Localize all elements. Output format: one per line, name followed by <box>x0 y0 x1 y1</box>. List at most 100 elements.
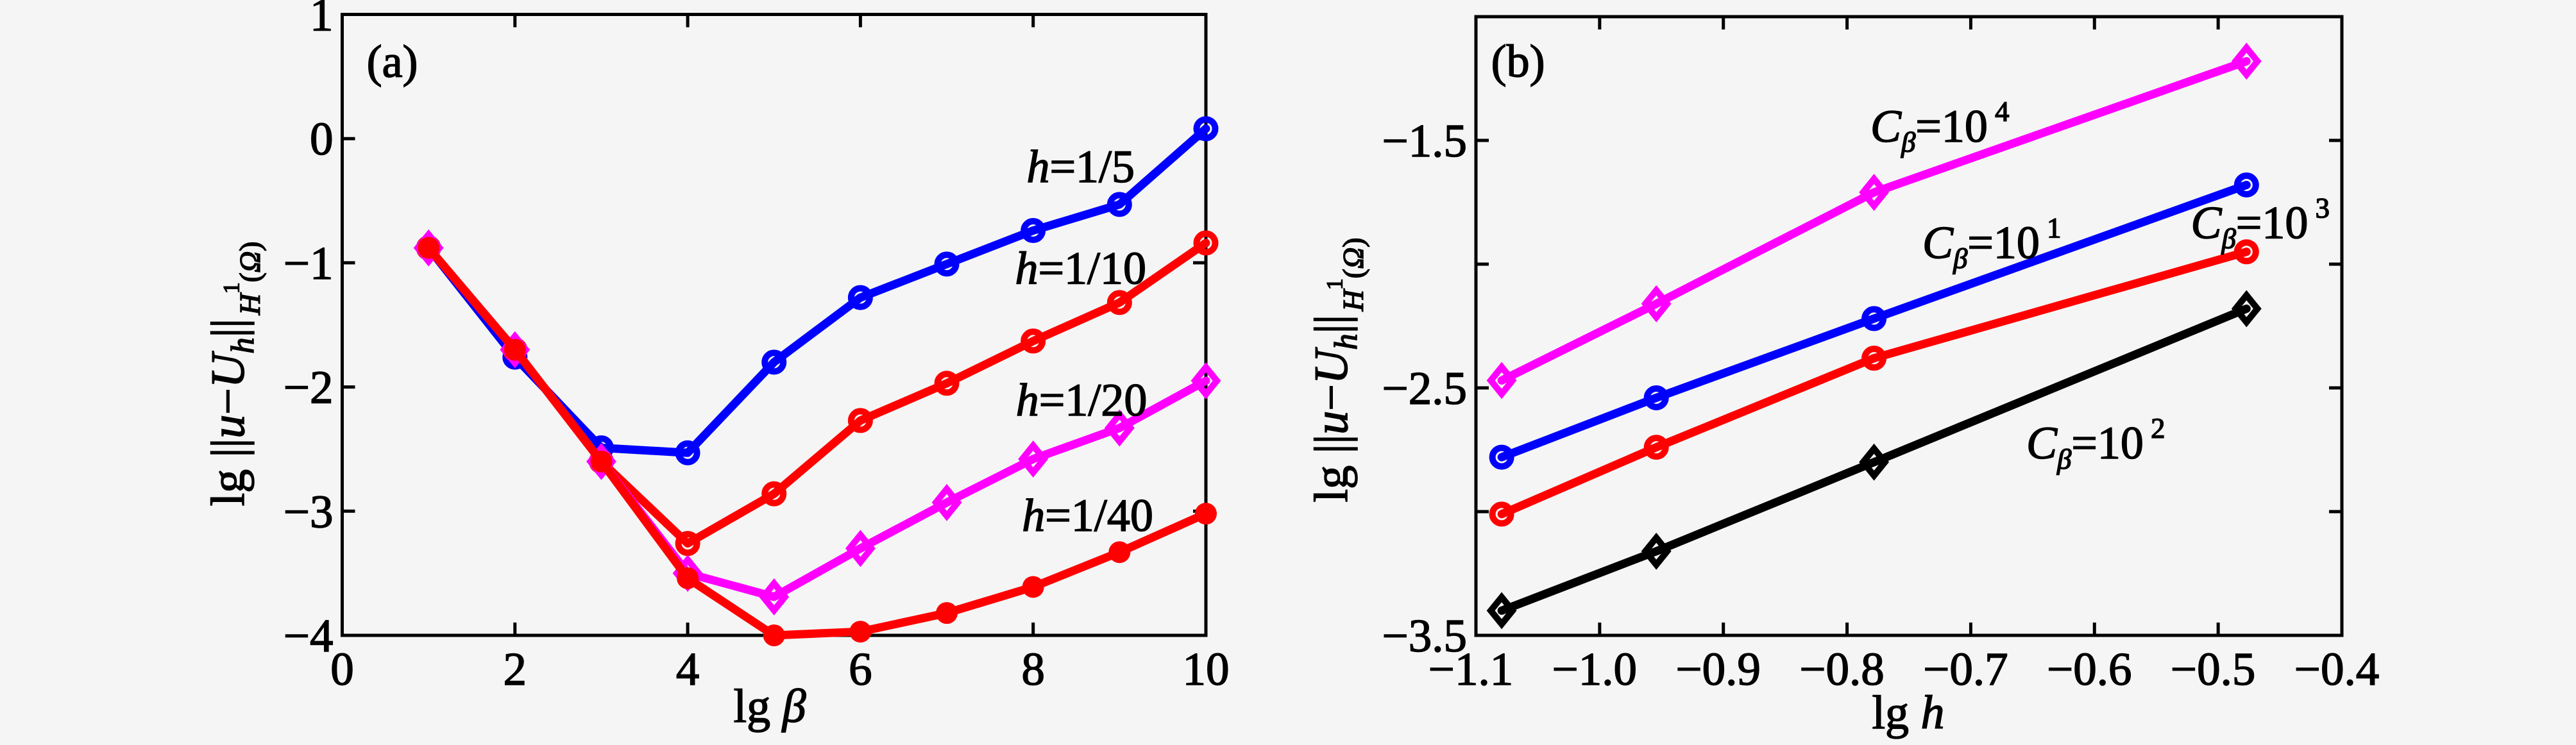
marker-diamond <box>1859 174 1890 212</box>
marker-circle <box>1643 435 1669 460</box>
y-tick-label: −4 <box>284 610 334 662</box>
marker-circle <box>761 349 787 375</box>
series-line <box>424 244 1210 640</box>
marker-circle <box>1489 444 1514 470</box>
marker-diamond <box>1104 409 1135 447</box>
x-tick-label: 10 <box>1183 643 1230 695</box>
marker-circle <box>847 408 873 433</box>
marker-diamond <box>1191 362 1221 399</box>
series-line <box>1497 56 2251 385</box>
x-tick-label: −0.7 <box>1923 643 2008 695</box>
marker-circle <box>1193 116 1219 142</box>
marker-filled-circle <box>1108 541 1131 564</box>
x-tick-label: −1.1 <box>1428 643 1513 695</box>
y-tick-label: 1 <box>310 0 334 41</box>
marker-circle <box>1643 385 1669 410</box>
marker-diamond <box>1018 440 1049 478</box>
marker-diamond <box>1486 362 1517 399</box>
y-tick-label: 0 <box>310 113 334 165</box>
marker-filled-circle <box>1195 503 1217 525</box>
x-tick-labels: 0 2 4 6 8 10 <box>330 642 1230 696</box>
series-h=1/40 <box>418 237 1217 646</box>
marker-circle <box>761 481 787 506</box>
series-label-C_β=10^4: Cβ=10 4 <box>1870 95 2009 158</box>
x-tick-label: 4 <box>676 643 700 695</box>
marker-circle <box>847 285 873 310</box>
x-tick-label: −0.4 <box>2294 643 2379 695</box>
marker-circle <box>2233 239 2259 265</box>
series-C_β=10^4 <box>1486 42 2262 399</box>
panel-label-a: (a) <box>367 36 418 87</box>
marker-circle <box>675 440 700 465</box>
series-label-C_β=10^1: Cβ=10 1 <box>1922 212 2061 274</box>
marker-diamond <box>1641 532 1672 570</box>
marker-diamond <box>2231 42 2262 80</box>
marker-circle <box>934 371 960 396</box>
x-tick-label: 2 <box>504 643 527 695</box>
marker-circle <box>1106 192 1132 217</box>
y-axis-label: lg ||u−Uh|| H1(Ω) <box>1305 238 1369 503</box>
x-tick-label: −0.6 <box>2047 643 2131 695</box>
x-tick-label: −0.5 <box>2171 643 2255 695</box>
marker-diamond <box>759 578 790 615</box>
series-line <box>1497 180 2251 462</box>
marker-filled-circle <box>1022 576 1044 598</box>
series-label-h=1/40: h=1/40 <box>1022 490 1153 541</box>
y-tick-label: −3 <box>284 485 334 537</box>
marker-diamond <box>1486 592 1517 630</box>
marker-diamond <box>2231 290 2262 328</box>
marker-circle <box>1861 306 1887 331</box>
marker-diamond <box>931 483 962 521</box>
y-tick-labels: −1.5 −2.5 −3.5 <box>1382 114 1468 662</box>
x-tick-label: −0.9 <box>1676 643 1761 695</box>
marker-diamond <box>1641 285 1672 322</box>
series-label-h=1/10: h=1/10 <box>1015 243 1146 294</box>
marker-filled-circle <box>936 602 958 624</box>
x-tick-label: −1.0 <box>1552 643 1637 695</box>
marker-circle <box>1861 346 1887 371</box>
marker-circle <box>1021 328 1046 354</box>
marker-circle <box>2233 172 2259 197</box>
y-tick-label: −3.5 <box>1382 610 1467 662</box>
marker-circle <box>1489 501 1514 527</box>
x-tick-label: 0 <box>330 643 354 695</box>
series-label-C_β=10^3: Cβ=10 3 <box>2191 192 2330 255</box>
series-C_β=10^1 <box>1489 172 2259 470</box>
x-tick-label: 6 <box>849 643 872 695</box>
y-tick-label: −1.5 <box>1382 115 1467 167</box>
series-label-h=1/20: h=1/20 <box>1016 374 1148 426</box>
marker-circle <box>1193 230 1219 256</box>
panel-b: −1.1 −1.0 −0.9 −0.8 −0.7 −0.6 −0.5 −0.4 −1.5 −2.5… <box>1305 15 2380 740</box>
marker-circle <box>1106 290 1132 315</box>
axes-frame <box>1474 15 2344 637</box>
series-C_β=10^2 <box>1486 290 2262 630</box>
marker-diamond <box>845 530 876 567</box>
marker-filled-circle <box>763 624 785 646</box>
series-line <box>1497 304 2251 615</box>
x-tick-label: −0.8 <box>1799 643 1884 695</box>
y-tick-labels: 1 0 −1 −2 −3 −4 <box>283 0 334 662</box>
marker-diamond <box>1859 443 1890 481</box>
tick-marks <box>1476 17 2342 635</box>
x-axis-label: lg β <box>734 680 806 733</box>
series-label-h=1/5: h=1/5 <box>1026 141 1135 192</box>
panel-label-b: (b) <box>1491 36 1545 87</box>
marker-filled-circle <box>590 450 613 473</box>
series-C_β=10^3 <box>1489 239 2259 527</box>
x-axis-label: lg h <box>1872 687 1944 739</box>
y-axis-label: lg ||u−Uh|| H1(Ω) <box>202 242 266 506</box>
marker-circle <box>675 531 700 557</box>
marker-circle <box>934 251 960 277</box>
marker-circle <box>1021 218 1046 244</box>
series-label-C_β=10^2: Cβ=10 2 <box>2026 412 2165 475</box>
y-tick-label: −1 <box>284 237 334 289</box>
marker-filled-circle <box>504 339 526 361</box>
series-line <box>1497 247 2251 519</box>
x-tick-label: 8 <box>1021 643 1045 695</box>
y-tick-label: −2.5 <box>1382 362 1467 414</box>
x-tick-labels: −1.1 −1.0 −0.9 −0.8 −0.7 −0.6 −0.5 −0.4 <box>1428 642 2380 696</box>
y-tick-label: −2 <box>284 362 334 414</box>
